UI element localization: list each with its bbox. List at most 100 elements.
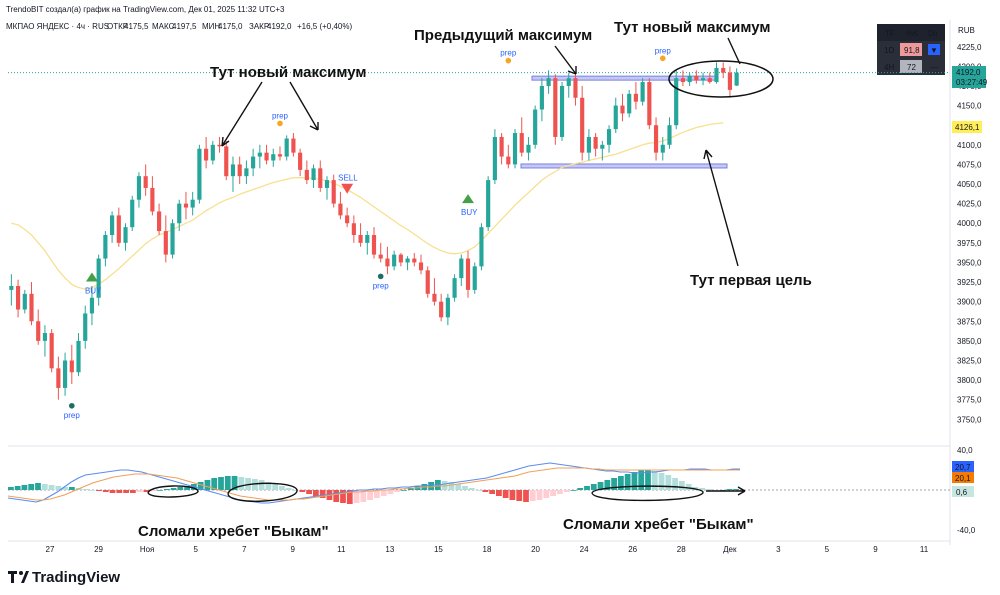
candle-body [150,187,155,212]
candle-body [351,223,356,235]
price-tick: 3800,0 [957,376,982,385]
osc-histogram-bar [699,488,706,490]
candle-body [687,75,692,83]
candle-body [190,199,195,208]
prep-dot-icon [377,273,384,280]
candle [647,78,652,130]
candle [257,144,262,169]
osc-histogram-bar [638,470,645,490]
candle-body [271,154,276,161]
time-tick: 9 [873,545,878,554]
candle [96,254,101,306]
candle [251,148,256,177]
candle [600,140,605,161]
candle [298,148,303,177]
arrow-prev-high [554,45,577,75]
candle-body [425,270,430,294]
candle-body [465,258,471,290]
candle [405,256,410,271]
candle-body [727,72,733,90]
annotation-prev-high: Предыдущий максимум [414,27,592,44]
osc-histogram-bar [584,486,590,490]
candle-body [486,180,491,228]
candle [559,82,565,141]
osc-histogram-bar [665,475,672,490]
price-tick: 3900,0 [957,298,982,307]
buy-label: BUY [461,208,478,217]
close-label: ЗАКР [249,22,269,31]
osc-histogram-bar [523,490,529,502]
osc-histogram-bar [401,490,407,491]
price-tick: 3875,0 [957,317,982,326]
osc-histogram-bar [204,480,211,490]
open-value: 4175,5 [124,22,149,31]
candle-body [653,125,659,153]
candle-body [506,156,511,165]
osc-histogram-bar [48,485,55,490]
candle [157,203,162,235]
arrow-left-2 [289,81,319,131]
candle [526,136,531,161]
candle [580,85,585,161]
price-tick: 3775,0 [957,396,982,405]
osc-histogram-bar [455,484,462,490]
time-tick: 26 [628,545,637,554]
osc-histogram-bar [136,490,143,492]
circle-osc-3 [591,485,704,502]
candle [613,97,618,134]
osc-histogram-bar [272,484,279,490]
osc-histogram-bar [489,490,495,494]
osc-histogram-bar [197,482,204,490]
candle-body [311,168,316,181]
osc-histogram-bar [35,483,41,490]
candle-body [553,78,558,137]
candle [237,156,242,185]
candle [640,78,645,106]
tradingview-logo: TradingView [8,569,120,586]
osc-histogram-bar [353,490,360,503]
low-label: МИН [202,22,220,31]
candle [197,144,202,204]
buy-marker-icon [85,272,98,282]
candle-body [116,215,121,243]
candle [230,156,236,192]
circle-osc-1 [147,485,199,498]
candle [674,70,679,130]
candle [22,289,27,314]
candle-body [76,340,81,373]
time-tick: 20 [531,545,540,554]
osc-labels: 20,7 20,1 0,6 [952,461,974,497]
candle [136,172,142,208]
symbol-title: МКПАО ЯНДЕКС · 4ч · RUS [6,22,109,31]
osc-histogram-bar [69,487,75,490]
candle-body [452,278,457,298]
candle [660,136,665,161]
candle-body [318,168,323,188]
candle [264,144,269,165]
candle-body [432,293,437,302]
candle [244,160,249,185]
candle [49,329,54,373]
signals: BUY BUY SELL prep prep prep prep prep [64,46,672,419]
time-tick: 29 [94,545,103,554]
candle [418,254,424,275]
prep-dot-icon [277,120,283,127]
price-tick: 3750,0 [957,415,982,424]
candle [103,231,108,267]
candle [385,246,390,275]
candle [271,148,276,167]
candle-body [479,227,484,267]
candle-body [418,262,424,271]
time-tick: 11 [920,545,929,554]
candle-body [83,313,88,341]
candle [667,117,672,149]
brand-name: TradingView [32,569,120,586]
osc-histogram-bar [231,476,238,490]
candle-body [640,82,645,102]
candle [76,333,81,377]
candle-body [217,144,222,147]
osc-histogram-bar [28,484,35,490]
candle [573,74,578,106]
candle-body [512,133,518,165]
currency-label: RUB [958,26,975,35]
